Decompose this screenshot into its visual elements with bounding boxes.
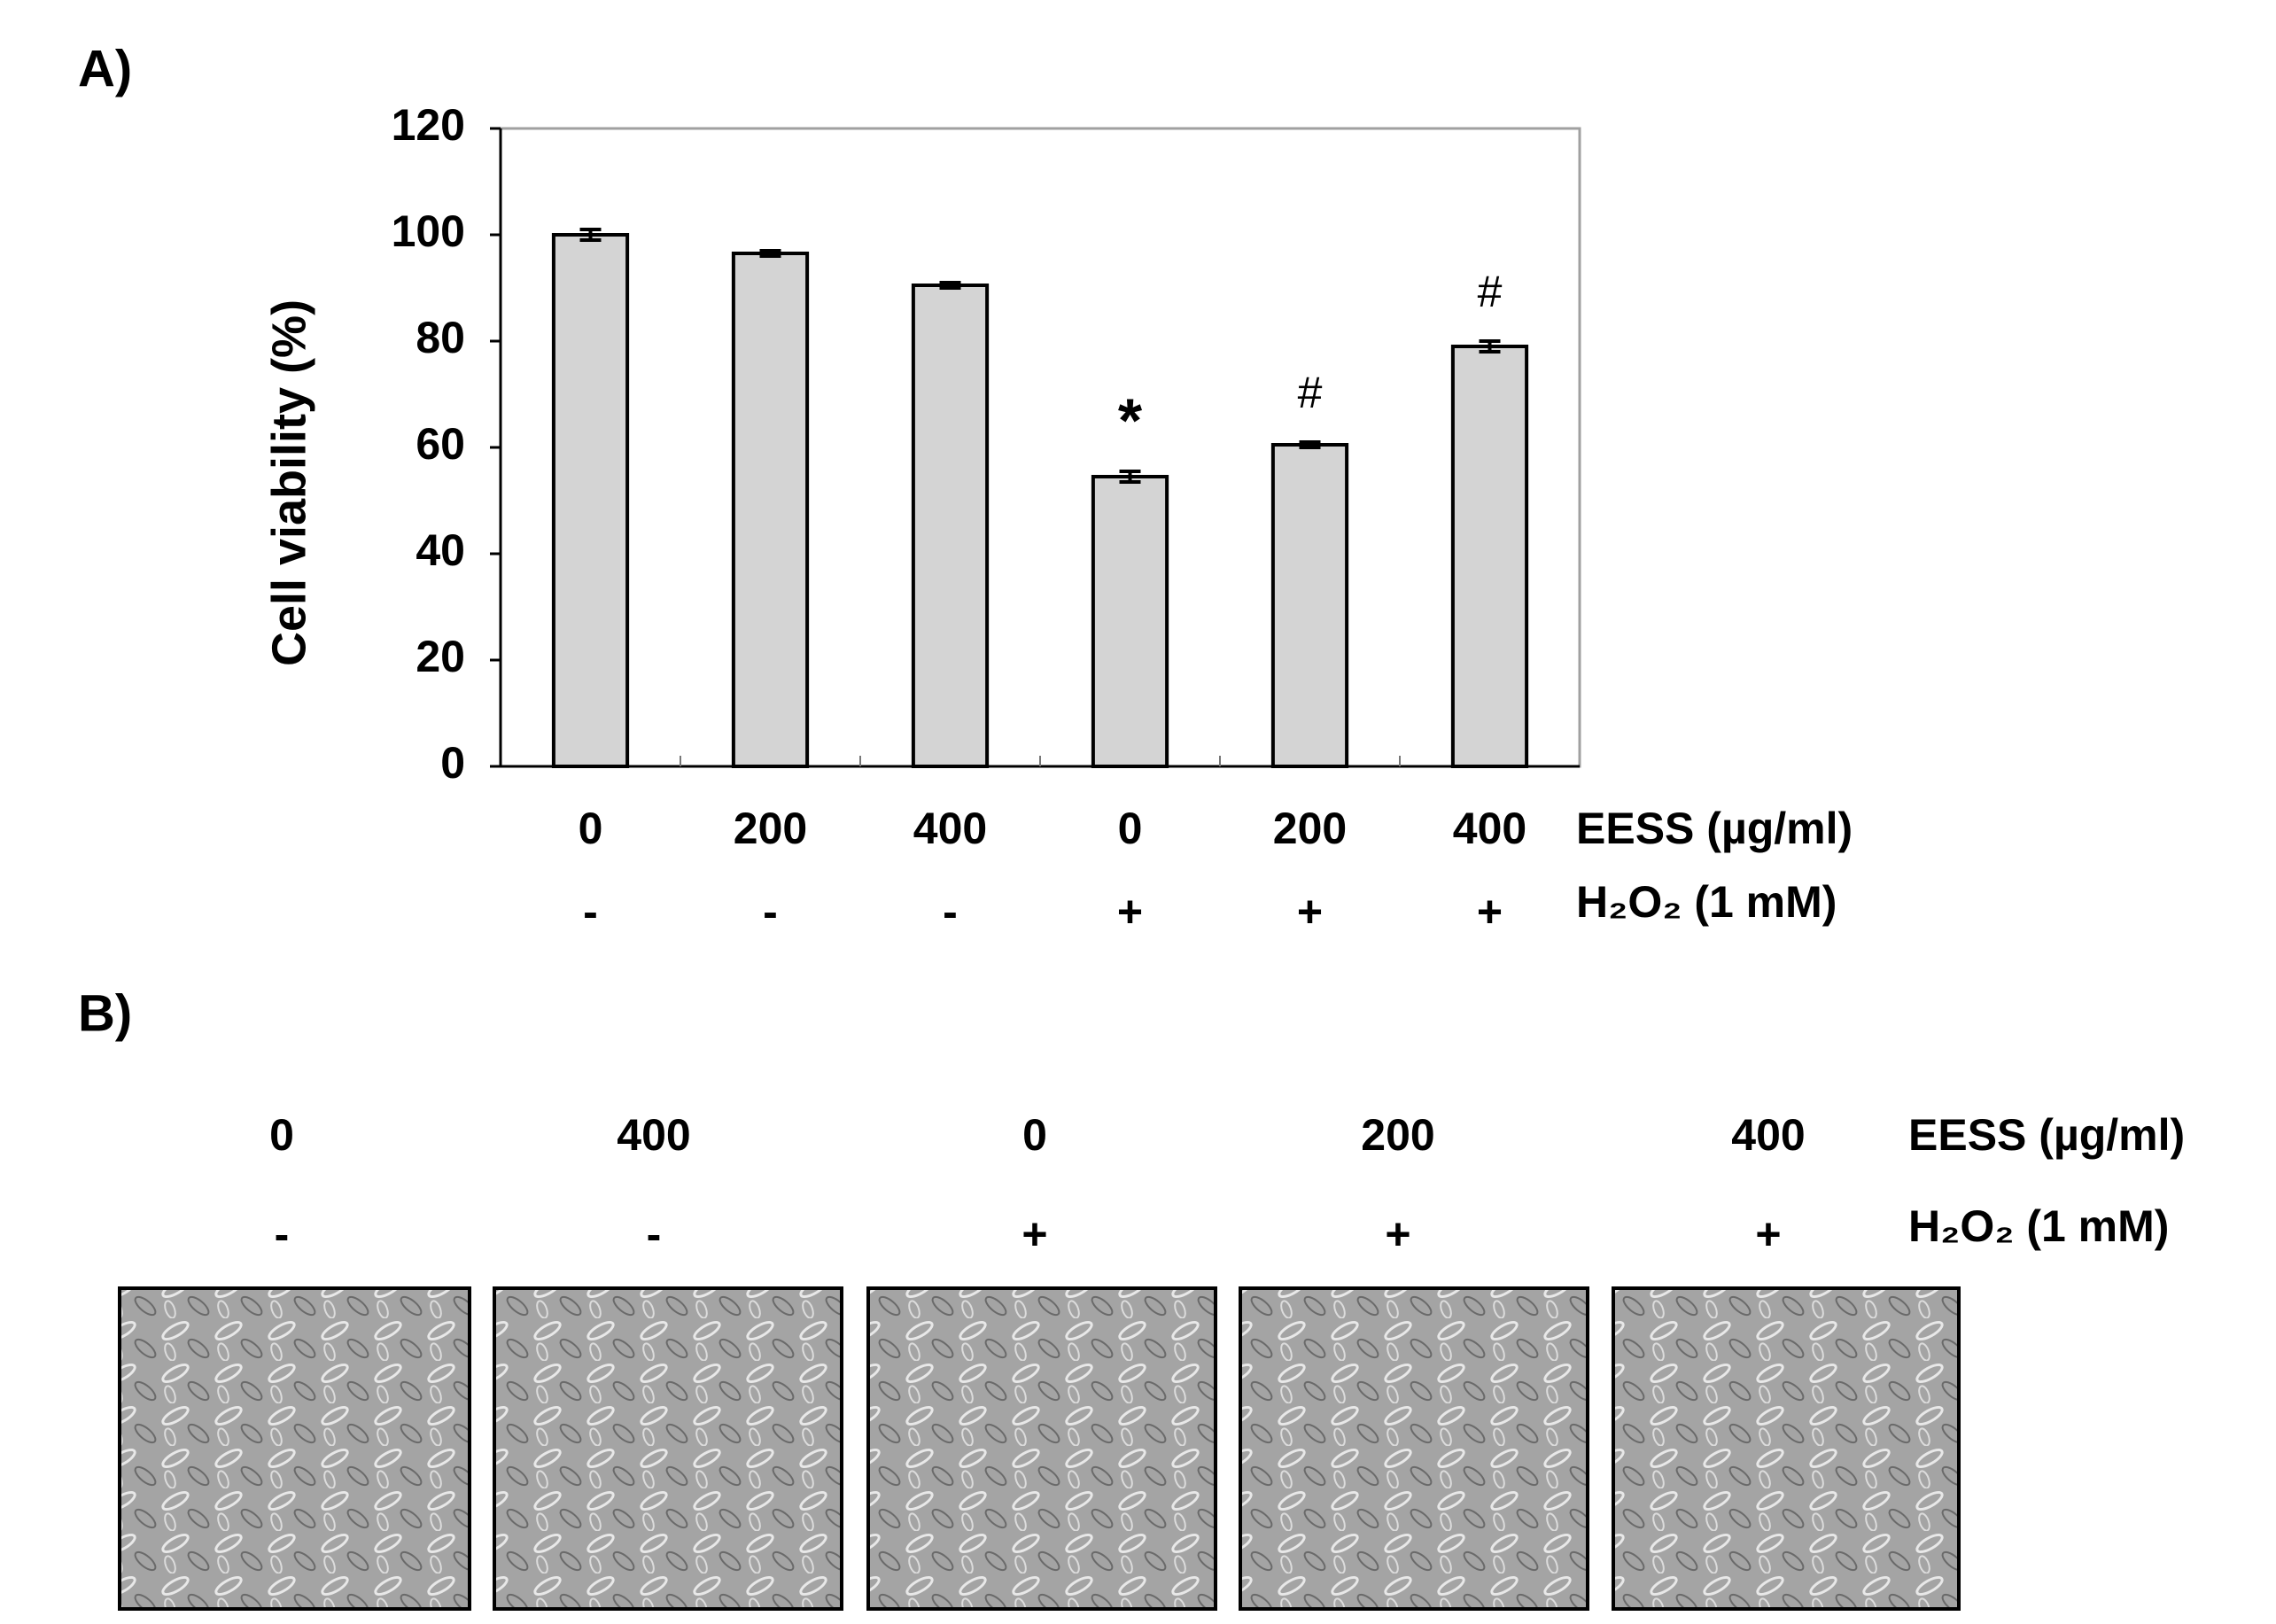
error-bar [1119,470,1141,484]
bar [731,252,810,768]
bar [1091,475,1169,768]
y-tick-label: 120 [392,100,465,150]
bar [911,284,990,768]
row-label: EESS (µg/ml) [1576,804,1853,853]
micrograph-eess: 400 [617,1110,690,1160]
y-tick-label: 60 [416,419,465,469]
panel-label: B) [78,984,132,1042]
plot-frame [499,127,1581,768]
annotation: # [1298,368,1323,417]
micrograph-h2o2: + [1755,1209,1781,1259]
error-bar [1479,339,1501,354]
micrograph [1239,1286,1589,1611]
y-tick-label: 40 [416,525,465,575]
micrograph-eess: 400 [1731,1110,1805,1160]
y-tick-label: 20 [416,632,465,681]
h2o2-label: + [1117,887,1143,936]
micrograph-h2o2: - [275,1209,290,1259]
micrograph [1612,1286,1961,1611]
error-bar [1299,440,1321,449]
micrograph-h2o2: - [647,1209,662,1259]
row-label: H₂O₂ (1 mM) [1908,1201,2169,1251]
micrograph-eess: 0 [269,1110,294,1160]
y-tick-label: 80 [416,313,465,362]
x-tick-label: 0 [579,804,603,853]
x-tick-label: 200 [734,804,807,853]
h2o2-label: - [763,887,778,936]
bar [1270,443,1349,768]
h2o2-label: + [1297,887,1323,936]
x-tick-label: 400 [1453,804,1526,853]
row-label: H₂O₂ (1 mM) [1576,877,1837,927]
y-axis-label: Cell viability (%) [262,299,315,666]
annotation: * [1118,385,1143,455]
y-tick-label: 100 [392,206,465,256]
micrographs [118,1286,1961,1611]
error-bar [939,281,961,290]
row-label: EESS (µg/ml) [1908,1110,2185,1160]
x-tick-label: 0 [1118,804,1143,853]
bar [551,233,630,768]
micrograph [118,1286,471,1611]
micrograph [866,1286,1217,1611]
x-tick-label: 400 [913,804,987,853]
micrograph [493,1286,843,1611]
panel-label: A) [78,40,132,97]
error-bar [759,249,781,258]
micrograph-h2o2: + [1385,1209,1410,1259]
x-tick-label: 200 [1273,804,1347,853]
h2o2-label: - [943,887,958,936]
h2o2-label: - [583,887,598,936]
micrograph-eess: 0 [1022,1110,1047,1160]
error-bar [579,228,602,242]
bar [1450,345,1529,768]
micrograph-h2o2: + [1021,1209,1047,1259]
y-tick-label: 0 [440,738,465,788]
annotation: # [1478,267,1503,316]
micrograph-eess: 200 [1361,1110,1434,1160]
h2o2-label: + [1477,887,1503,936]
